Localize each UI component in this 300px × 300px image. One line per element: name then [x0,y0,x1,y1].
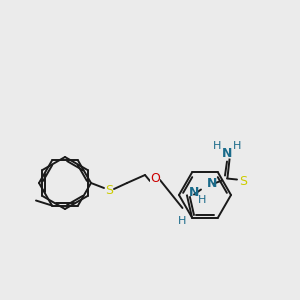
Text: S: S [105,184,113,197]
Text: H: H [213,140,221,151]
Text: N: N [207,177,217,190]
Text: H: H [198,194,206,205]
Text: O: O [150,172,160,185]
Text: S: S [239,175,247,188]
Text: H: H [233,140,241,151]
Text: H: H [178,215,186,226]
Text: N: N [189,186,200,199]
Text: N: N [222,147,232,160]
